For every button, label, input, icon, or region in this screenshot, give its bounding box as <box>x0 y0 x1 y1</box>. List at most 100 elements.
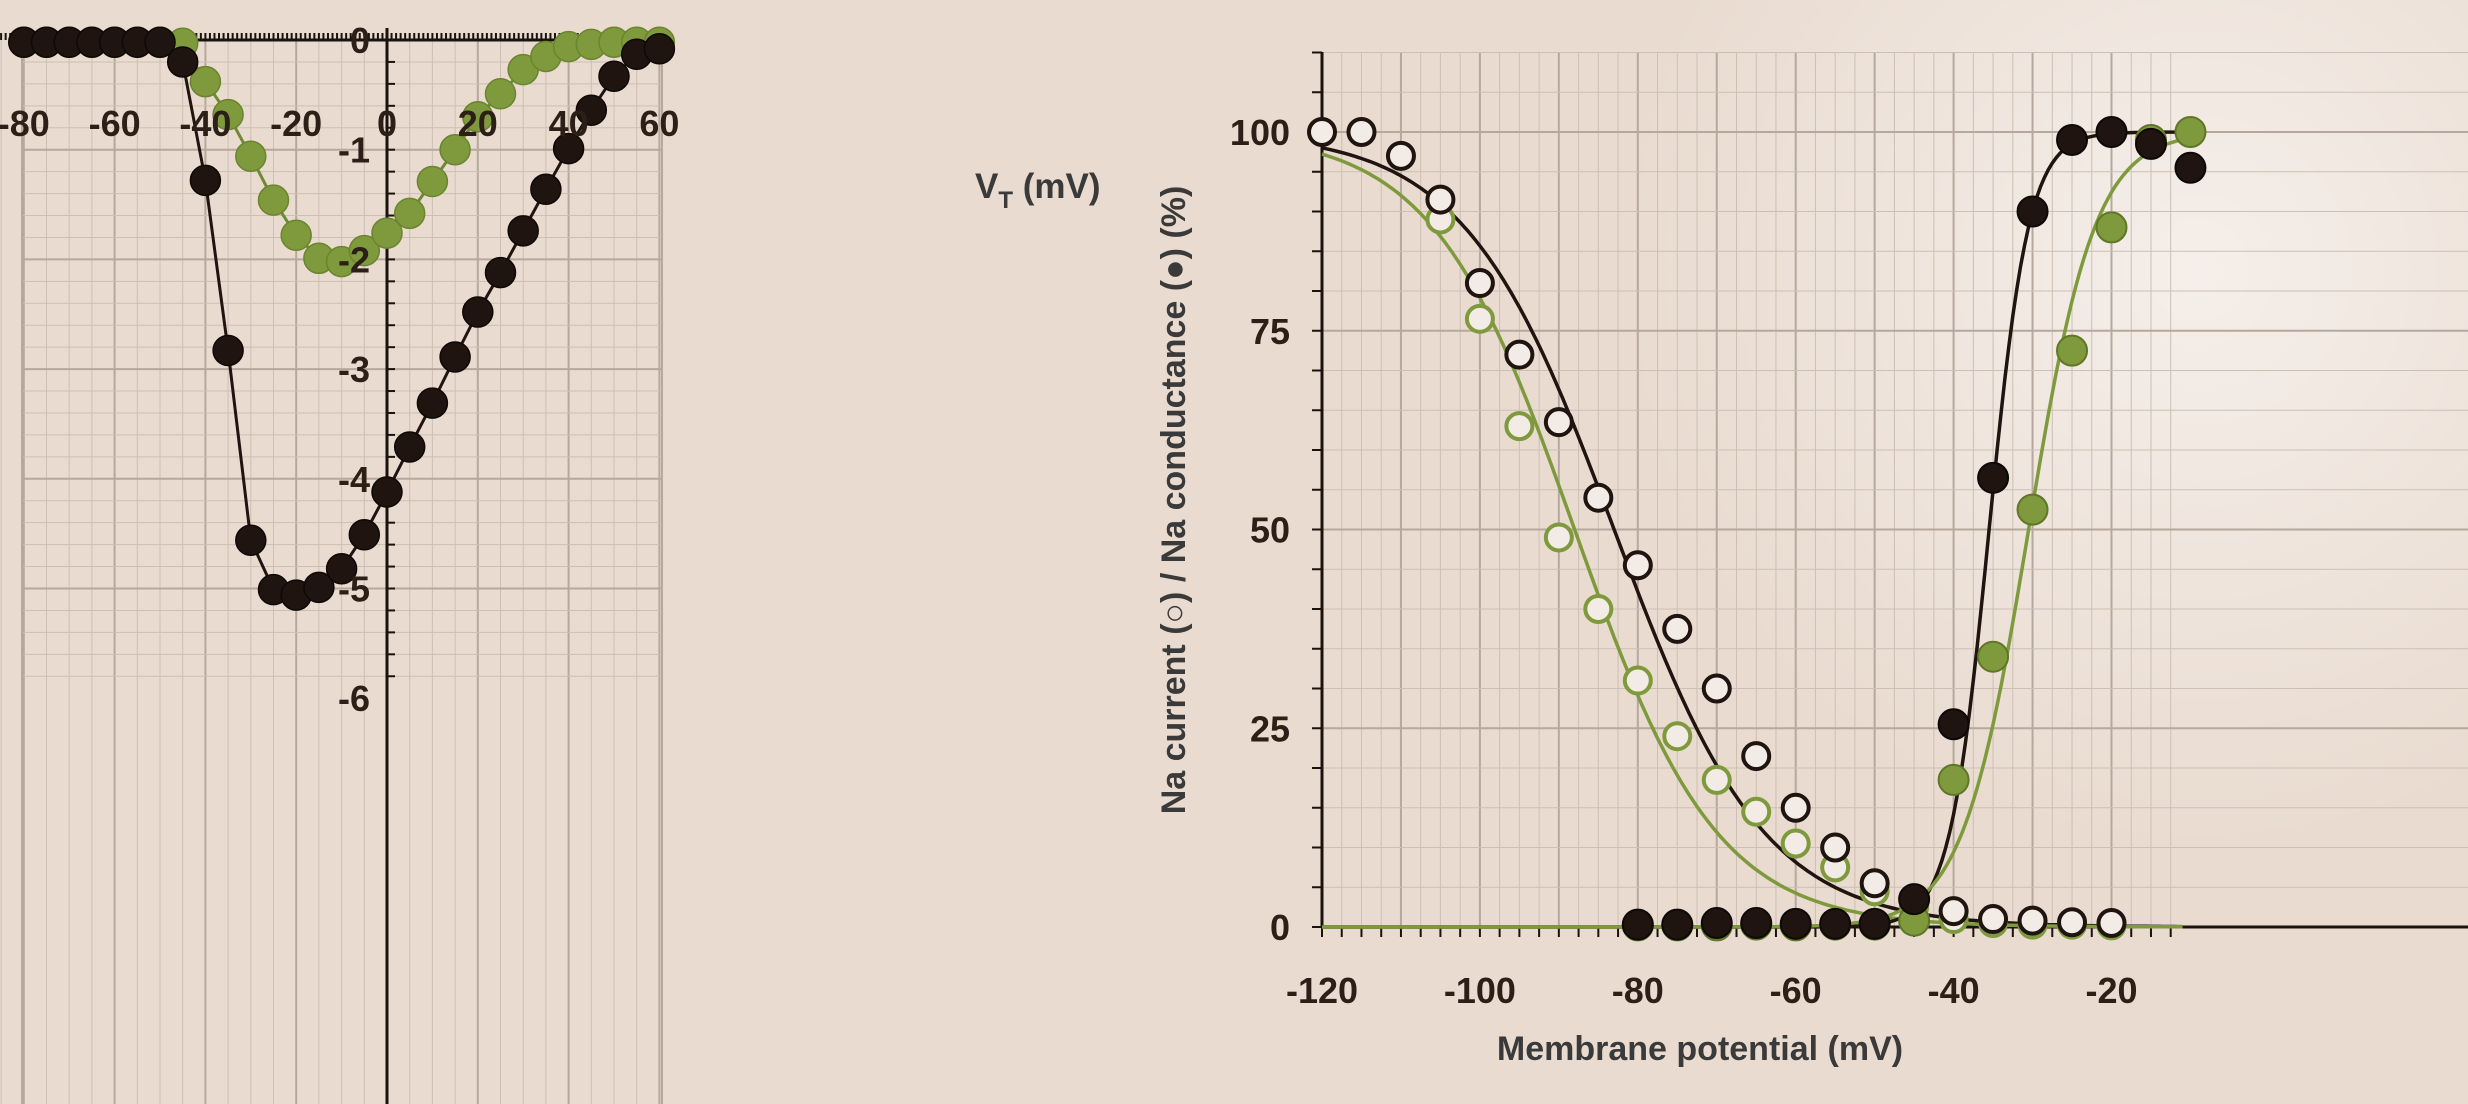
right-open-point <box>1662 613 1693 644</box>
right-y-tick-label: 25 <box>1250 708 1290 749</box>
left-data-point <box>575 94 608 126</box>
right-y-axis-title: Na current (○) / Na conductance (●) (%) <box>1155 186 1193 815</box>
left-data-point <box>189 65 222 98</box>
left-data-point <box>598 60 630 92</box>
left-data-point <box>507 215 539 247</box>
left-y-tick-label: 0 <box>350 20 370 61</box>
right-y-tick-label: 0 <box>1270 907 1290 948</box>
right-filled-point <box>1621 908 1654 941</box>
right-open-point <box>1859 868 1890 899</box>
left-data-point <box>257 184 290 216</box>
left-data-point <box>484 78 517 110</box>
right-open-point <box>2096 908 2127 939</box>
left-y-tick-label: -3 <box>338 349 370 390</box>
right-y-tick-label: 100 <box>1230 112 1290 153</box>
left-data-point <box>371 476 403 508</box>
left-data-point <box>371 217 403 249</box>
left-data-point <box>552 132 585 165</box>
left-x-tick-label: 20 <box>458 103 498 144</box>
left-y-tick-label: -4 <box>338 459 370 500</box>
left-data-point <box>144 26 176 58</box>
right-open-point <box>1346 117 1377 147</box>
left-data-point <box>643 33 676 65</box>
right-grid <box>1321 52 2468 928</box>
left-y-tick-label: -5 <box>338 569 370 610</box>
right-filled-point <box>1858 907 1891 940</box>
left-x-axis-title-main: V <box>975 167 999 206</box>
right-filled-point <box>2016 195 2049 228</box>
right-filled-point <box>1937 708 1970 741</box>
left-data-point <box>235 524 267 556</box>
right-open-point <box>1780 792 1811 823</box>
right-filled-point <box>2134 127 2167 160</box>
right-open-point <box>1622 550 1653 581</box>
left-y-tick-label: -6 <box>338 678 370 719</box>
right-x-tick-labels: -120 -100 -80 -60 -40 -20 <box>1286 970 2138 1011</box>
right-filled-point <box>1898 883 1931 916</box>
right-open-point <box>1583 482 1614 513</box>
left-x-tick-label: 40 <box>549 103 589 144</box>
left-data-point <box>235 140 267 173</box>
right-open-point <box>1583 594 1614 624</box>
right-filled-point <box>1740 907 1773 940</box>
right-open-point <box>1938 896 1969 927</box>
right-open-point <box>1701 673 1732 704</box>
left-data-point <box>462 296 494 328</box>
right-y-tick-label: 50 <box>1250 510 1290 551</box>
left-x-axis-title-sub: T <box>998 187 1013 214</box>
right-filled-point <box>1819 907 1852 940</box>
left-data-point <box>393 431 426 463</box>
left-data-point <box>416 165 449 198</box>
right-filled-point <box>1661 908 1694 941</box>
right-x-tick-label: -20 <box>2085 970 2137 1011</box>
left-data-point <box>212 98 244 131</box>
left-data-point <box>280 219 312 252</box>
left-data-point <box>416 387 449 419</box>
right-open-point <box>1385 140 1416 171</box>
left-data-point <box>325 553 358 585</box>
right-open-point <box>1741 741 1772 772</box>
left-data-point <box>348 518 381 551</box>
right-filled-point <box>2016 493 2049 526</box>
right-open-point <box>1504 411 1535 442</box>
left-data-point <box>439 341 471 373</box>
right-open-point <box>1662 721 1693 752</box>
right-open-point <box>1780 828 1811 859</box>
right-x-tick-label: -100 <box>1444 970 1516 1011</box>
left-data-point <box>393 197 426 230</box>
right-axes <box>1312 51 2468 937</box>
left-data-point <box>530 173 562 205</box>
right-open-point <box>2017 905 2048 936</box>
right-filled-point <box>2056 334 2089 367</box>
right-filled-point <box>2174 151 2207 184</box>
right-open-point <box>1543 522 1574 553</box>
left-x-tick-label: 0 <box>377 103 397 144</box>
right-open-point <box>1464 268 1495 299</box>
right-open-point <box>1820 832 1851 863</box>
right-x-tick-label: -80 <box>1612 970 1664 1011</box>
left-data-point <box>189 164 222 197</box>
right-filled-point <box>1977 461 2010 494</box>
right-filled-point <box>1700 907 1733 940</box>
left-data-point <box>303 571 335 604</box>
right-open-point <box>1622 665 1653 696</box>
right-filled-point <box>2174 116 2207 148</box>
right-filled-point <box>2095 211 2128 244</box>
left-data-point <box>462 101 494 133</box>
right-x-tick-label: -120 <box>1286 970 1358 1011</box>
right-open-point <box>1978 904 2009 935</box>
right-data-points <box>1307 116 2207 942</box>
right-open-point <box>1741 796 1772 827</box>
left-x-tick-label: -60 <box>89 103 141 144</box>
left-x-tick-label: -20 <box>270 103 322 144</box>
right-y-tick-labels: 0 25 50 75 100 <box>1230 112 1290 948</box>
left-y-tick-label: -1 <box>338 130 370 171</box>
left-data-point <box>348 234 381 267</box>
left-x-tick-label: -80 <box>0 103 50 144</box>
left-axes <box>0 28 662 1104</box>
right-open-point <box>1464 303 1495 334</box>
left-data-point <box>166 46 199 78</box>
right-open-point <box>1504 339 1535 370</box>
left-data-point <box>484 256 517 289</box>
